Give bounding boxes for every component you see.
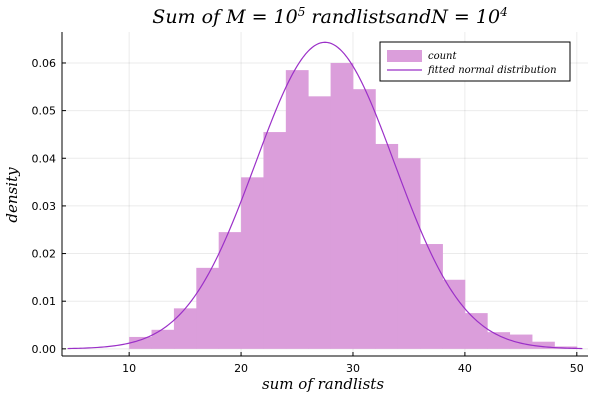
y-axis-label: density	[3, 167, 21, 223]
histogram-bar	[532, 341, 555, 349]
histogram-bar	[330, 62, 354, 349]
histogram-bar	[464, 313, 488, 349]
x-tick-label: 20	[234, 362, 248, 375]
histogram-bars	[129, 62, 578, 349]
histogram-bar	[487, 332, 511, 349]
x-tick-label: 50	[570, 362, 584, 375]
chart-title: Sum of M = 105 randlistsandN = 104	[152, 5, 507, 28]
x-axis-label: sum of randlists	[262, 375, 384, 393]
histogram-bar	[397, 158, 421, 349]
histogram-bar	[173, 308, 197, 349]
histogram-bar	[420, 244, 443, 349]
histogram-bar	[218, 232, 242, 349]
legend-label-count: count	[428, 51, 458, 62]
y-tick-label: 0.00	[32, 343, 57, 356]
fitted-curve-layer	[67, 41, 583, 350]
legend: count fitted normal distribution	[379, 41, 571, 82]
histogram-bar	[263, 132, 287, 349]
tick-labels: 10 20 30 40 50 0.00 0.01 0.02 0.03 0.04 0.05 0.06	[32, 57, 584, 375]
y-tick-label: 0.02	[32, 248, 57, 261]
x-tick-label: 10	[122, 362, 136, 375]
axes	[61, 32, 588, 357]
y-tick-label: 0.05	[32, 105, 57, 118]
histogram-bar	[285, 70, 309, 349]
histogram-bar	[151, 329, 175, 349]
y-tick-label: 0.03	[32, 200, 57, 213]
y-tick-label: 0.01	[32, 295, 57, 308]
histogram-bar	[375, 143, 399, 349]
legend-swatch-count	[387, 50, 422, 62]
legend-label-normal: fitted normal distribution	[427, 65, 557, 76]
histogram-bar	[509, 334, 533, 349]
fitted-normal-curve	[67, 41, 583, 350]
histogram-bar	[241, 177, 264, 349]
histogram-bar	[352, 89, 376, 349]
histogram-bar	[129, 336, 152, 349]
histogram-bar	[442, 279, 466, 349]
histogram-bar	[308, 96, 331, 349]
x-tick-label: 30	[346, 362, 360, 375]
y-tick-label: 0.04	[32, 152, 57, 165]
x-tick-label: 40	[458, 362, 472, 375]
y-tick-label: 0.06	[32, 57, 57, 70]
histogram-bar	[196, 267, 220, 349]
